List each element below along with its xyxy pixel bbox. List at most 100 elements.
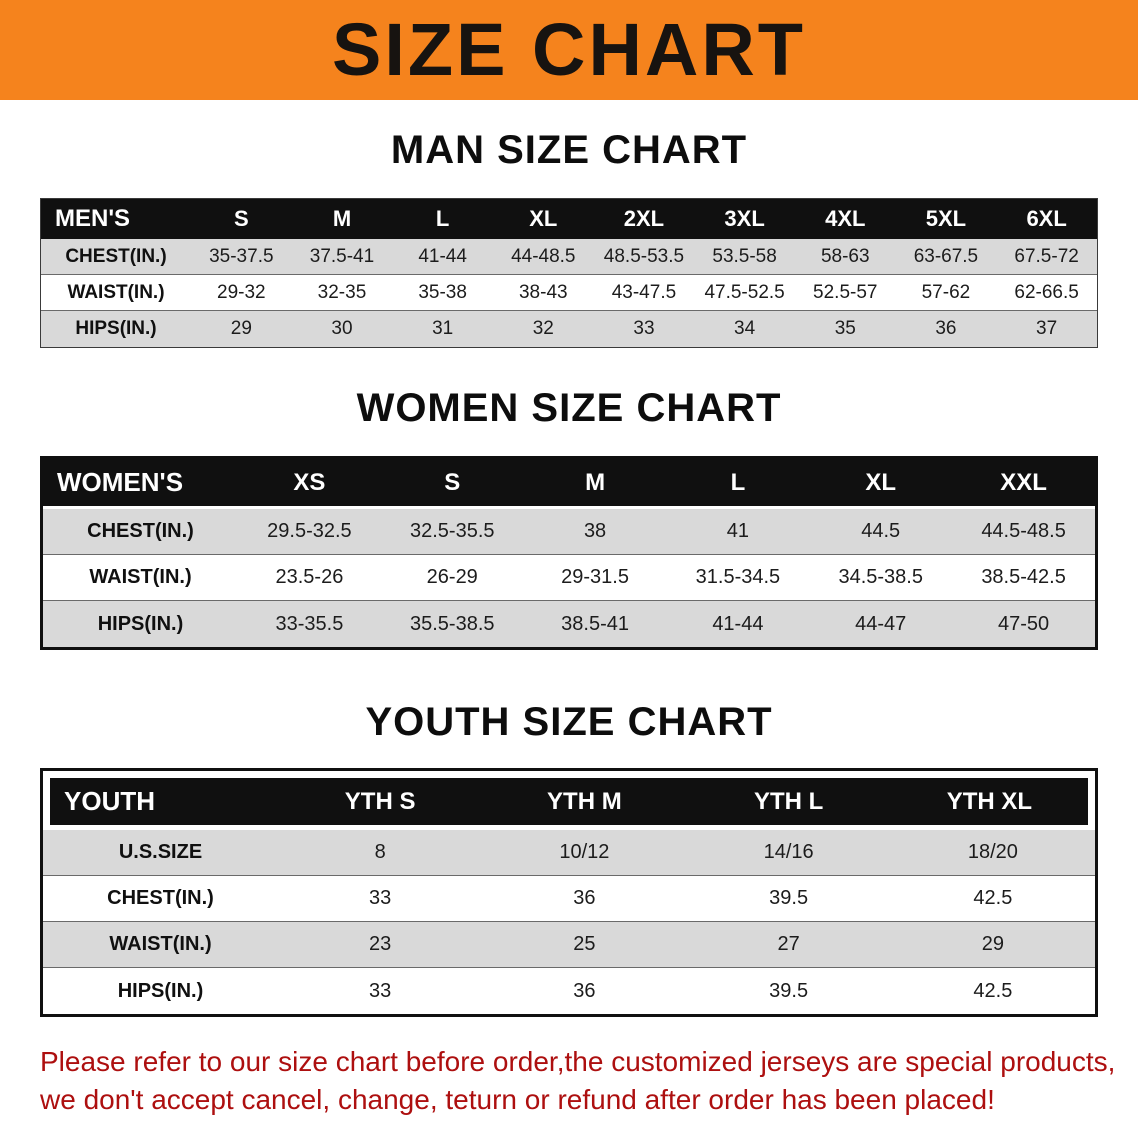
value-cell: 48.5-53.5 (593, 239, 695, 275)
row-label: CHEST(IN.) (43, 876, 278, 922)
value-cell: 14/16 (686, 830, 891, 876)
size-col-header: YTH S (278, 771, 483, 830)
value-cell: 44-48.5 (492, 239, 594, 275)
value-cell: 34 (694, 311, 795, 347)
table-row: HIPS(IN.) 33-35.5 35.5-38.5 38.5-41 41-4… (43, 601, 1095, 647)
row-label: HIPS(IN.) (43, 601, 238, 647)
banner-title: SIZE CHART (332, 8, 806, 91)
value-cell: 57-62 (895, 275, 997, 311)
size-col-header: M (523, 459, 667, 509)
value-cell: 33-35.5 (238, 601, 381, 647)
value-cell: 39.5 (686, 876, 891, 922)
value-cell: 32-35 (291, 275, 393, 311)
table-row: WAIST(IN.) 23.5-26 26-29 29-31.5 31.5-34… (43, 555, 1095, 601)
value-cell: 41-44 (392, 239, 493, 275)
value-cell: 31.5-34.5 (666, 555, 810, 601)
value-cell: 42.5 (890, 876, 1095, 922)
order-notice-line2: we don't accept cancel, change, teturn o… (40, 1084, 995, 1115)
value-cell: 26-29 (380, 555, 524, 601)
row-label: U.S.SIZE (43, 830, 278, 876)
table-row: CHEST(IN.) 29.5-32.5 32.5-35.5 38 41 44.… (43, 509, 1095, 555)
size-col-header: YTH L (686, 771, 891, 830)
table-row: WAIST(IN.) 23 25 27 29 (43, 922, 1095, 968)
value-cell: 41 (666, 509, 810, 555)
size-chart-banner: SIZE CHART (0, 0, 1138, 100)
value-cell: 53.5-58 (694, 239, 795, 275)
men-section-heading: MAN SIZE CHART (390, 128, 748, 172)
size-col-header: XL (492, 199, 594, 239)
value-cell: 31 (392, 311, 493, 347)
youth-size-table: YOUTH YTH S YTH M YTH L YTH XL U.S.SIZE … (40, 768, 1098, 1017)
value-cell: 34.5-38.5 (809, 555, 953, 601)
row-label: CHEST(IN.) (43, 509, 238, 555)
value-cell: 8 (278, 830, 483, 876)
value-cell: 37.5-41 (291, 239, 393, 275)
size-col-header: S (380, 459, 524, 509)
size-col-header: 6XL (996, 199, 1097, 239)
value-cell: 63-67.5 (895, 239, 997, 275)
women-section-heading: WOMEN SIZE CHART (356, 386, 782, 430)
value-cell: 47.5-52.5 (694, 275, 795, 311)
youth-header-row: YOUTH YTH S YTH M YTH L YTH XL (43, 771, 1095, 830)
value-cell: 38 (523, 509, 667, 555)
value-cell: 35-37.5 (191, 239, 292, 275)
value-cell: 38.5-42.5 (952, 555, 1095, 601)
value-cell: 37 (996, 311, 1097, 347)
value-cell: 29.5-32.5 (238, 509, 381, 555)
value-cell: 44-47 (809, 601, 953, 647)
value-cell: 36 (482, 968, 687, 1014)
size-col-header: S (191, 199, 292, 239)
size-col-header: 4XL (794, 199, 896, 239)
value-cell: 33 (593, 311, 695, 347)
value-cell: 41-44 (666, 601, 810, 647)
value-cell: 35.5-38.5 (380, 601, 524, 647)
row-label: WAIST(IN.) (43, 922, 278, 968)
size-col-header: XL (809, 459, 953, 509)
table-title-cell: WOMEN'S (43, 459, 238, 509)
value-cell: 47-50 (952, 601, 1095, 647)
size-col-header: L (392, 199, 493, 239)
value-cell: 44.5 (809, 509, 953, 555)
value-cell: 30 (291, 311, 393, 347)
women-header-row: WOMEN'S XS S M L XL XXL (43, 459, 1095, 509)
size-col-header: L (666, 459, 810, 509)
value-cell: 35-38 (392, 275, 493, 311)
size-col-header: M (291, 199, 393, 239)
row-label: WAIST(IN.) (43, 555, 238, 601)
value-cell: 38-43 (492, 275, 594, 311)
size-col-header: XS (238, 459, 381, 509)
row-label: WAIST(IN.) (41, 275, 191, 311)
table-title-cell: MEN'S (41, 199, 191, 239)
value-cell: 52.5-57 (794, 275, 896, 311)
value-cell: 39.5 (686, 968, 891, 1014)
men-size-table: MEN'S S M L XL 2XL 3XL 4XL 5XL 6XL CHEST… (40, 198, 1098, 348)
value-cell: 29-32 (191, 275, 292, 311)
value-cell: 29-31.5 (523, 555, 667, 601)
value-cell: 29 (890, 922, 1095, 968)
value-cell: 33 (278, 876, 483, 922)
value-cell: 62-66.5 (996, 275, 1097, 311)
value-cell: 23 (278, 922, 483, 968)
value-cell: 44.5-48.5 (952, 509, 1095, 555)
row-label: HIPS(IN.) (41, 311, 191, 347)
size-col-header: XXL (952, 459, 1095, 509)
size-col-header: 5XL (895, 199, 997, 239)
table-row: HIPS(IN.) 29 30 31 32 33 34 35 36 37 (41, 311, 1097, 347)
value-cell: 10/12 (482, 830, 687, 876)
table-row: WAIST(IN.) 29-32 32-35 35-38 38-43 43-47… (41, 275, 1097, 311)
value-cell: 23.5-26 (238, 555, 381, 601)
value-cell: 36 (895, 311, 997, 347)
table-row: HIPS(IN.) 33 36 39.5 42.5 (43, 968, 1095, 1014)
row-label: CHEST(IN.) (41, 239, 191, 275)
row-label: HIPS(IN.) (43, 968, 278, 1014)
size-col-header: YTH XL (890, 771, 1095, 830)
size-col-header: YTH M (482, 771, 687, 830)
order-notice-line1: Please refer to our size chart before or… (40, 1046, 1116, 1077)
value-cell: 35 (794, 311, 896, 347)
order-notice: Please refer to our size chart before or… (0, 1043, 1138, 1119)
value-cell: 43-47.5 (593, 275, 695, 311)
table-row: CHEST(IN.) 35-37.5 37.5-41 41-44 44-48.5… (41, 239, 1097, 275)
value-cell: 18/20 (890, 830, 1095, 876)
value-cell: 67.5-72 (996, 239, 1097, 275)
table-title-cell: YOUTH (43, 771, 278, 830)
